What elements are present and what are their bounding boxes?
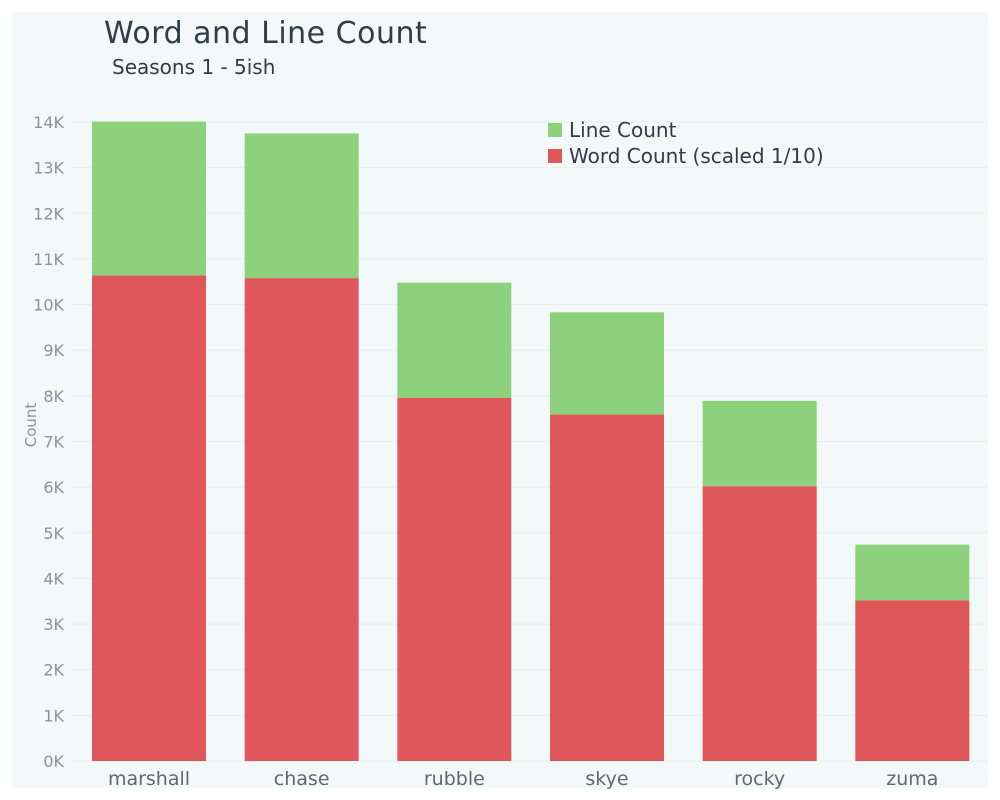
bar-rubble-line-count [397, 282, 512, 398]
x-tick-label: rocky [734, 768, 785, 790]
y-tick-label: 12K [33, 204, 64, 223]
x-tick-label: zuma [886, 768, 938, 790]
bar-rocky-word-count [702, 486, 817, 761]
chart-subtitle: Seasons 1 - 5ish [112, 55, 276, 79]
y-tick-label: 13K [33, 159, 64, 178]
chart-title: Word and Line Count [104, 16, 428, 51]
y-tick-label: 9K [43, 341, 64, 360]
bar-rocky-line-count [702, 400, 817, 487]
bars [92, 121, 970, 761]
y-tick-label: 7K [43, 433, 64, 452]
bar-marshall-word-count [92, 275, 206, 761]
y-tick-label: 4K [43, 569, 64, 588]
y-tick-label: 14K [33, 113, 64, 132]
legend-label: Line Count [569, 118, 677, 142]
bar-skye-line-count [550, 312, 664, 415]
bar-zuma-line-count [855, 544, 970, 601]
bar-chase-line-count [244, 133, 359, 279]
y-tick-label: 3K [43, 615, 64, 634]
y-tick-label: 1K [43, 706, 64, 725]
y-tick-label: 8K [43, 387, 64, 406]
bar-marshall-line-count [92, 121, 206, 276]
legend-swatch [548, 149, 562, 163]
grid-lines [72, 121, 988, 762]
legend-label: Word Count (scaled 1/10) [569, 144, 824, 168]
x-tick-label: skye [585, 768, 628, 790]
x-axis: marshall chase rubble skye rocky zuma [108, 768, 938, 790]
y-tick-label: 5K [43, 524, 64, 543]
bar-skye-word-count [550, 414, 664, 761]
y-tick-label: 2K [43, 661, 64, 680]
y-tick-label: 0K [43, 752, 64, 771]
y-tick-label: 10K [33, 296, 64, 315]
legend-swatch [548, 123, 562, 137]
y-tick-label: 11K [33, 250, 64, 269]
x-tick-label: rubble [424, 768, 485, 790]
y-tick-label: 6K [43, 478, 64, 497]
bar-rubble-word-count [397, 397, 512, 761]
x-tick-label: chase [274, 768, 330, 790]
bar-chase-word-count [244, 278, 359, 761]
bar-zuma-word-count [855, 600, 970, 761]
y-axis-title: Count [22, 403, 40, 448]
x-tick-label: marshall [108, 768, 190, 790]
y-axis: 0K 1K 2K 3K 4K 5K 6K 7K 8K 9K 10K 11K 12K 13K 14K [33, 113, 64, 771]
